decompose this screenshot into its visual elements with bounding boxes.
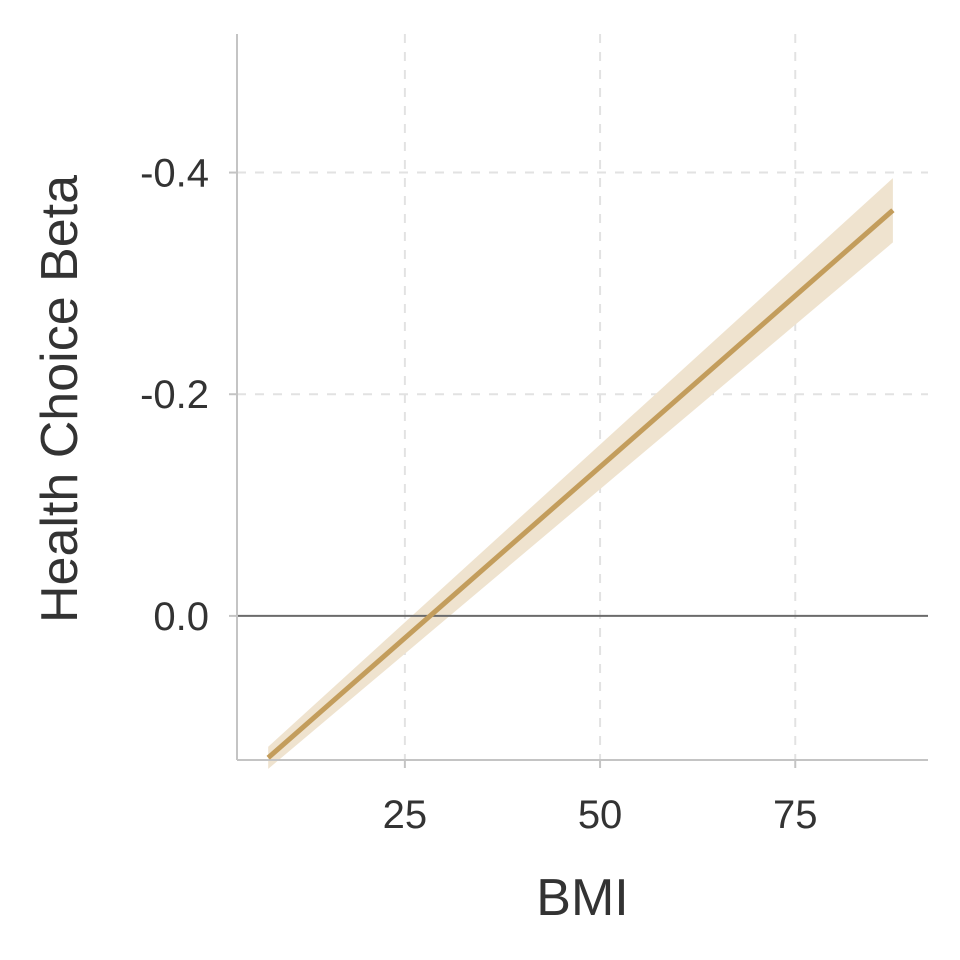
y-tick-label-0.0: 0.0 [153, 595, 209, 639]
y-grid-lines [237, 171, 928, 396]
x-tick-label-50: 50 [578, 793, 623, 837]
x-tick-labels: 25 50 75 [383, 760, 818, 837]
confidence-band [268, 178, 893, 769]
x-tick-label-75: 75 [773, 793, 818, 837]
x-axis-title: BMI [536, 869, 628, 927]
y-tick-label--0.4: -0.4 [140, 152, 209, 196]
x-grid-lines [403, 34, 797, 760]
y-axis-title: Health Choice Beta [31, 175, 89, 623]
y-tick-label--0.2: -0.2 [140, 373, 209, 417]
y-tick-labels: -0.4 -0.2 0.0 [140, 152, 237, 639]
series-line [266, 208, 895, 760]
x-tick-label-25: 25 [383, 793, 428, 837]
